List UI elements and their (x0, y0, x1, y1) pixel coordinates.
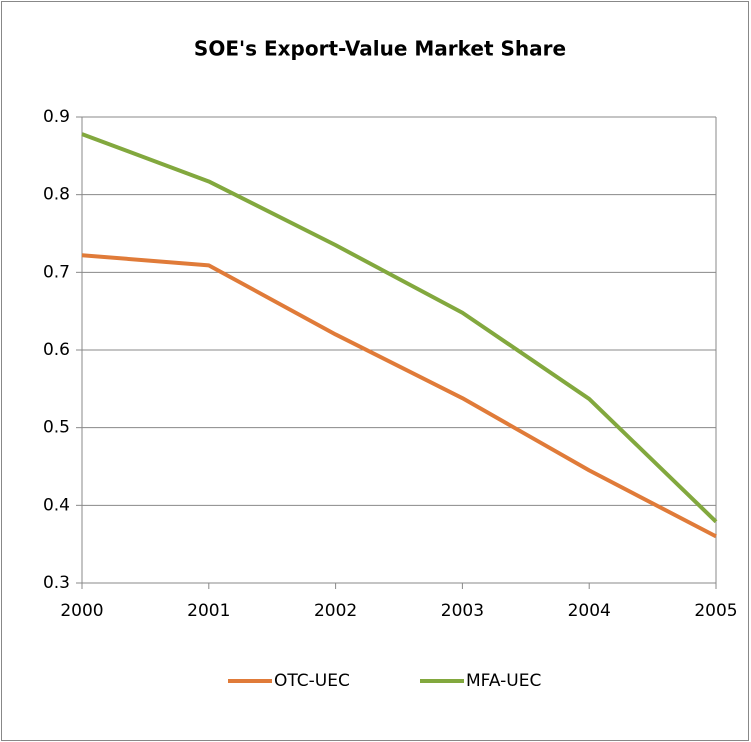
y-tick-label: 0.7 (43, 262, 70, 282)
y-tick-label: 0.5 (43, 418, 70, 438)
y-tick-label: 0.9 (43, 107, 70, 127)
x-tick-label: 2004 (568, 601, 611, 621)
y-tick-label: 0.3 (43, 573, 70, 593)
x-tick-label: 2001 (187, 601, 230, 621)
y-tick-label: 0.4 (43, 495, 70, 515)
legend-label: OTC-UEC (274, 671, 350, 691)
x-tick-label: 2005 (694, 601, 737, 621)
x-tick-label: 2002 (314, 601, 357, 621)
y-tick-label: 0.6 (43, 340, 70, 360)
chart-title: SOE's Export-Value Market Share (194, 37, 566, 61)
y-tick-label: 0.8 (43, 185, 70, 205)
series-line (81, 253, 717, 539)
series-line (81, 132, 718, 524)
x-tick-label: 2003 (441, 601, 484, 621)
x-tick-label: 2000 (60, 601, 103, 621)
legend-label: MFA-UEC (466, 671, 541, 691)
